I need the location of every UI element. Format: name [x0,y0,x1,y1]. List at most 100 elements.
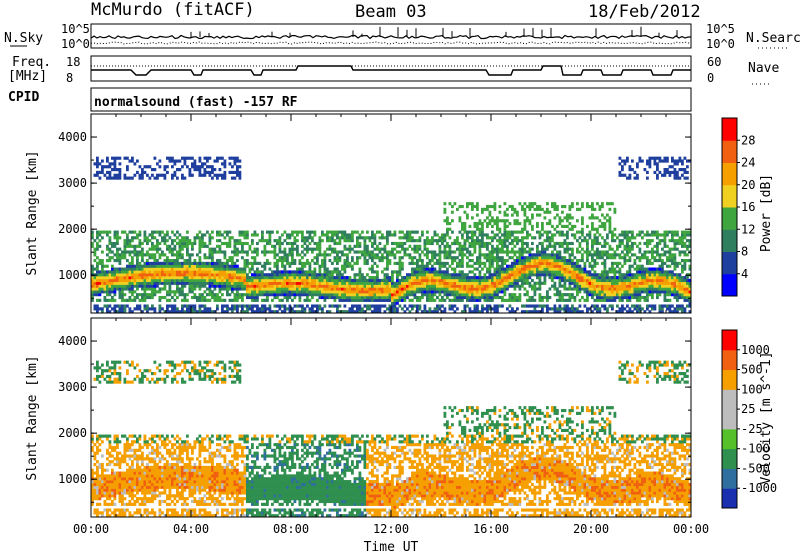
power-cell [133,162,137,166]
power-cell [626,159,629,163]
power-cell [426,270,429,274]
power-cell [533,298,537,302]
power-cell [121,290,124,294]
power-cell [303,270,307,274]
power-cell [91,281,94,285]
power-cell [396,284,399,288]
power-cell [571,287,574,291]
power-cell [556,207,559,211]
power-cell [201,244,204,248]
power-cell [501,241,504,246]
power-cell [123,307,127,311]
power-cell [446,256,449,260]
power-cell [306,290,309,294]
power-cell [576,281,579,285]
power-cell [428,270,432,274]
power-cell [553,253,557,257]
power-cell [433,293,437,297]
power-cell [451,278,454,283]
power-cell [321,293,324,297]
power-cell [441,287,444,291]
power-cell [378,293,382,297]
power-cell [486,287,489,291]
power-cell [523,261,527,265]
power-cell [373,284,377,288]
power-cell [643,241,647,246]
power-cell [413,256,417,260]
power-cell [438,304,442,308]
power-cell [93,304,97,308]
power-cell [93,258,97,263]
power-cell [146,253,149,257]
power-cell [603,261,607,265]
power-cell [186,253,189,257]
power-cell [626,287,629,291]
power-cell [123,267,127,271]
power-cell [286,258,289,263]
power-cell [101,264,104,268]
power-cell [373,298,377,302]
power-cell [216,284,219,288]
power-cell [453,270,457,274]
power-cell [541,298,544,302]
power-cell [456,278,459,283]
power-cell [276,258,279,263]
power-cell [158,241,162,246]
power-cell [248,247,252,251]
power-cell [621,241,624,246]
power-cell [173,278,177,283]
power-cell [366,284,369,288]
power-cell [233,298,237,302]
power-cell [476,224,479,229]
power-cell [606,202,609,206]
power-cell [558,258,562,263]
power-cell [293,304,297,308]
power-cell [576,270,579,274]
power-cell [266,273,269,277]
power-cell [593,250,597,254]
power-cell [468,276,472,280]
power-cell [458,278,462,283]
power-cell [293,258,297,263]
power-cell [231,278,234,283]
power-cell [626,281,629,285]
power-cell [601,304,604,308]
power-cell [193,168,197,172]
power-cell [238,281,242,285]
power-cell [106,290,109,294]
power-cell [521,230,524,234]
power-cell [513,222,517,226]
power-cell [368,250,372,254]
power-cell [196,278,199,283]
power-cell [98,244,102,248]
power-cell [371,256,374,260]
power-cell [208,247,212,251]
power-cell [166,244,169,248]
power-cell [228,278,232,283]
power-cell [513,236,517,240]
power-cell [131,278,134,283]
power-cell [478,310,482,314]
power-cell [316,290,319,294]
power-cell [198,284,202,288]
power-cell [148,267,152,271]
power-cell [343,236,347,240]
power-cell [416,258,419,263]
power-cell [156,261,159,265]
power-cell [656,168,659,172]
power-cell [578,287,582,291]
power-cell [533,256,537,260]
power-cell [351,293,354,297]
power-cell [256,233,259,237]
power-cell [391,247,394,251]
power-cell [593,207,597,211]
power-cell [278,290,282,294]
power-cell [368,295,372,300]
power-cell [228,244,232,248]
power-cell [311,270,314,274]
power-cell [518,278,522,283]
power-cell [646,176,649,180]
power-cell [393,284,397,288]
power-cell [576,276,579,280]
power-cell [556,213,559,217]
